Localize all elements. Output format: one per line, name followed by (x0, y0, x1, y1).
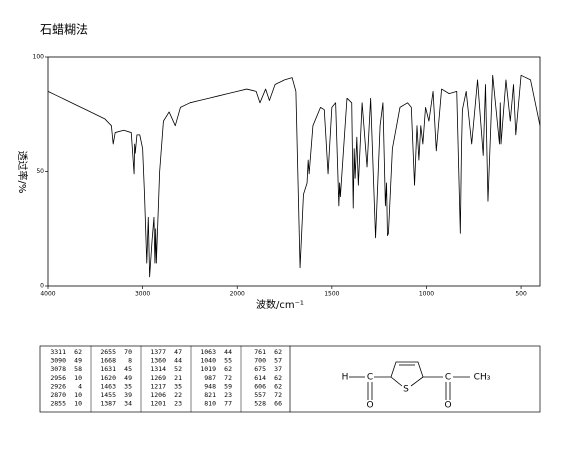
peak-transmittance: 57 (274, 357, 282, 365)
x-tick-label: 2000 (230, 291, 245, 298)
peak-wavenumber: 1463 (100, 382, 116, 390)
peak-wavenumber: 948 (204, 382, 216, 390)
peak-wavenumber: 700 (254, 357, 266, 365)
peak-wavenumber: 557 (254, 391, 266, 399)
x-axis-label: 波数/cm⁻¹ (256, 298, 304, 311)
atom-label: CH₃ (474, 373, 491, 383)
peak-wavenumber: 761 (254, 348, 266, 356)
peak-transmittance: 10 (74, 391, 82, 399)
peak-transmittance: 77 (224, 400, 232, 408)
peak-transmittance: 8 (128, 357, 132, 365)
peak-wavenumber: 1217 (150, 382, 166, 390)
peak-wavenumber: 2956 (50, 374, 66, 382)
peak-transmittance: 72 (224, 374, 232, 382)
peak-transmittance: 52 (174, 365, 182, 373)
peak-wavenumber: 1206 (150, 391, 166, 399)
peak-wavenumber: 1631 (100, 365, 116, 373)
x-tick-label: 500 (515, 291, 527, 298)
peak-wavenumber: 2855 (50, 400, 66, 408)
peak-transmittance: 58 (74, 365, 82, 373)
peak-transmittance: 70 (124, 348, 132, 356)
peak-wavenumber: 1269 (150, 374, 166, 382)
x-tick-label: 1500 (324, 291, 339, 298)
peak-transmittance: 66 (274, 400, 282, 408)
peak-transmittance: 62 (274, 374, 282, 382)
atom-label: O (444, 401, 451, 411)
structure-bonds (349, 361, 470, 400)
peak-transmittance: 35 (174, 382, 182, 390)
atom-label: S (403, 385, 409, 395)
peak-wavenumber: 2870 (50, 391, 66, 399)
peak-transmittance: 45 (124, 365, 132, 373)
peak-wavenumber: 1455 (100, 391, 116, 399)
peak-wavenumber: 1387 (100, 400, 116, 408)
peak-wavenumber: 1040 (200, 357, 216, 365)
peak-transmittance: 49 (74, 357, 82, 365)
peak-wavenumber: 1063 (200, 348, 216, 356)
peak-wavenumber: 3311 (50, 348, 66, 356)
peak-transmittance: 22 (174, 391, 182, 399)
peak-wavenumber: 1360 (150, 357, 166, 365)
peak-transmittance: 23 (174, 400, 182, 408)
peak-transmittance: 49 (124, 374, 132, 382)
peak-wavenumber: 3090 (50, 357, 66, 365)
peak-transmittance: 37 (274, 365, 282, 373)
peak-transmittance: 59 (224, 382, 232, 390)
y-tick-label: 50 (36, 168, 44, 175)
atom-label: C (445, 373, 451, 383)
peak-transmittance: 21 (174, 374, 182, 382)
peak-wavenumber: 810 (204, 400, 216, 408)
peak-wavenumber: 1620 (100, 374, 116, 382)
peak-wavenumber: 987 (204, 374, 216, 382)
atom-label: H (342, 373, 349, 383)
peak-transmittance: 62 (274, 348, 282, 356)
peak-transmittance: 10 (74, 374, 82, 382)
peak-transmittance: 62 (74, 348, 82, 356)
peak-transmittance: 72 (274, 391, 282, 399)
peak-wavenumber: 528 (254, 400, 266, 408)
peak-transmittance: 39 (124, 391, 132, 399)
peak-transmittance: 62 (224, 365, 232, 373)
peak-transmittance: 47 (174, 348, 182, 356)
peak-transmittance: 62 (274, 382, 282, 390)
atom-label: O (366, 401, 373, 411)
peak-transmittance: 35 (124, 382, 132, 390)
spectrum-line (47, 74, 541, 278)
atom-label: C (367, 373, 373, 383)
peak-wavenumber: 606 (254, 382, 266, 390)
peak-transmittance: 44 (224, 348, 232, 356)
peak-wavenumber: 1314 (150, 365, 166, 373)
peak-wavenumber: 3078 (50, 365, 66, 373)
peak-transmittance: 23 (224, 391, 232, 399)
peak-wavenumber: 2655 (100, 348, 116, 356)
peak-wavenumber: 1019 (200, 365, 216, 373)
peak-wavenumber: 1668 (100, 357, 116, 365)
peak-transmittance: 4 (78, 382, 82, 390)
peak-transmittance: 44 (174, 357, 182, 365)
peak-transmittance: 34 (124, 400, 132, 408)
peak-wavenumber: 2926 (50, 382, 66, 390)
peak-wavenumber: 675 (254, 365, 266, 373)
y-tick-label: 100 (33, 54, 45, 61)
peak-wavenumber: 1201 (150, 400, 166, 408)
y-axis-label: 透过率/% (16, 151, 29, 194)
peak-wavenumber: 821 (204, 391, 216, 399)
x-tick-label: 1000 (419, 291, 434, 298)
peak-wavenumber: 1377 (150, 348, 166, 356)
peak-wavenumber: 614 (254, 374, 266, 382)
chart-title: 石蜡糊法 (40, 22, 88, 37)
y-tick-label: 0 (40, 283, 44, 290)
peak-transmittance: 10 (74, 400, 82, 408)
x-tick-label: 4000 (40, 291, 55, 298)
x-tick-label: 3000 (135, 291, 150, 298)
peak-transmittance: 55 (224, 357, 232, 365)
